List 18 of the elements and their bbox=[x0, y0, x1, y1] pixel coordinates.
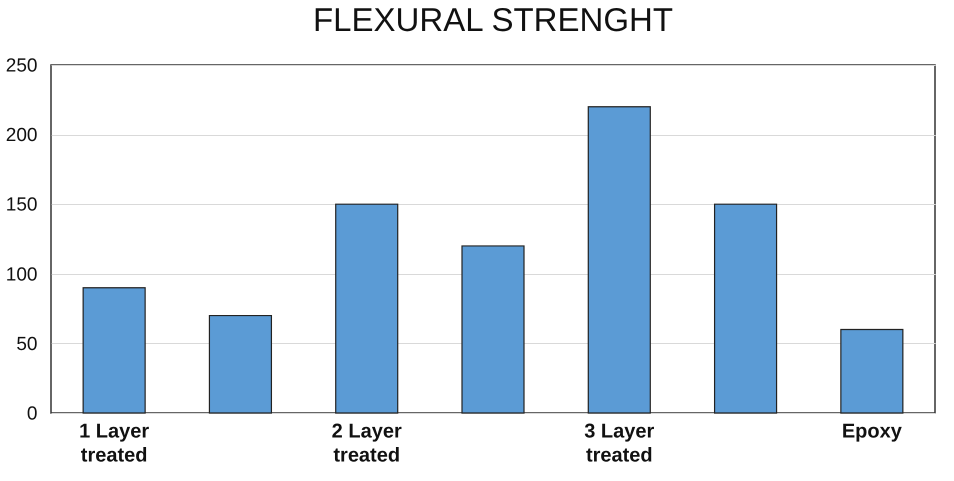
bar bbox=[840, 328, 904, 414]
chart-title: FLEXURAL STRENGHT bbox=[312, 1, 674, 38]
x-tick-label: 3 Layer treated bbox=[584, 420, 655, 466]
bar bbox=[588, 106, 651, 414]
bar bbox=[461, 245, 525, 414]
y-tick-label: 0 bbox=[26, 404, 38, 424]
x-tick-label: Epoxy bbox=[842, 420, 903, 442]
y-tick-label: 150 bbox=[6, 194, 38, 216]
y-tick-label: 200 bbox=[6, 125, 38, 146]
y-tick-label: 250 bbox=[6, 56, 38, 76]
bar bbox=[208, 314, 272, 414]
x-tick-label: 2 Layer treated bbox=[332, 420, 402, 466]
y-tick-label: 100 bbox=[6, 264, 38, 286]
bar bbox=[714, 204, 778, 414]
bar bbox=[82, 287, 146, 414]
bar bbox=[335, 204, 398, 414]
y-tick-label: 50 bbox=[16, 334, 38, 355]
x-tick-label: 1 Layer treated bbox=[79, 420, 150, 466]
